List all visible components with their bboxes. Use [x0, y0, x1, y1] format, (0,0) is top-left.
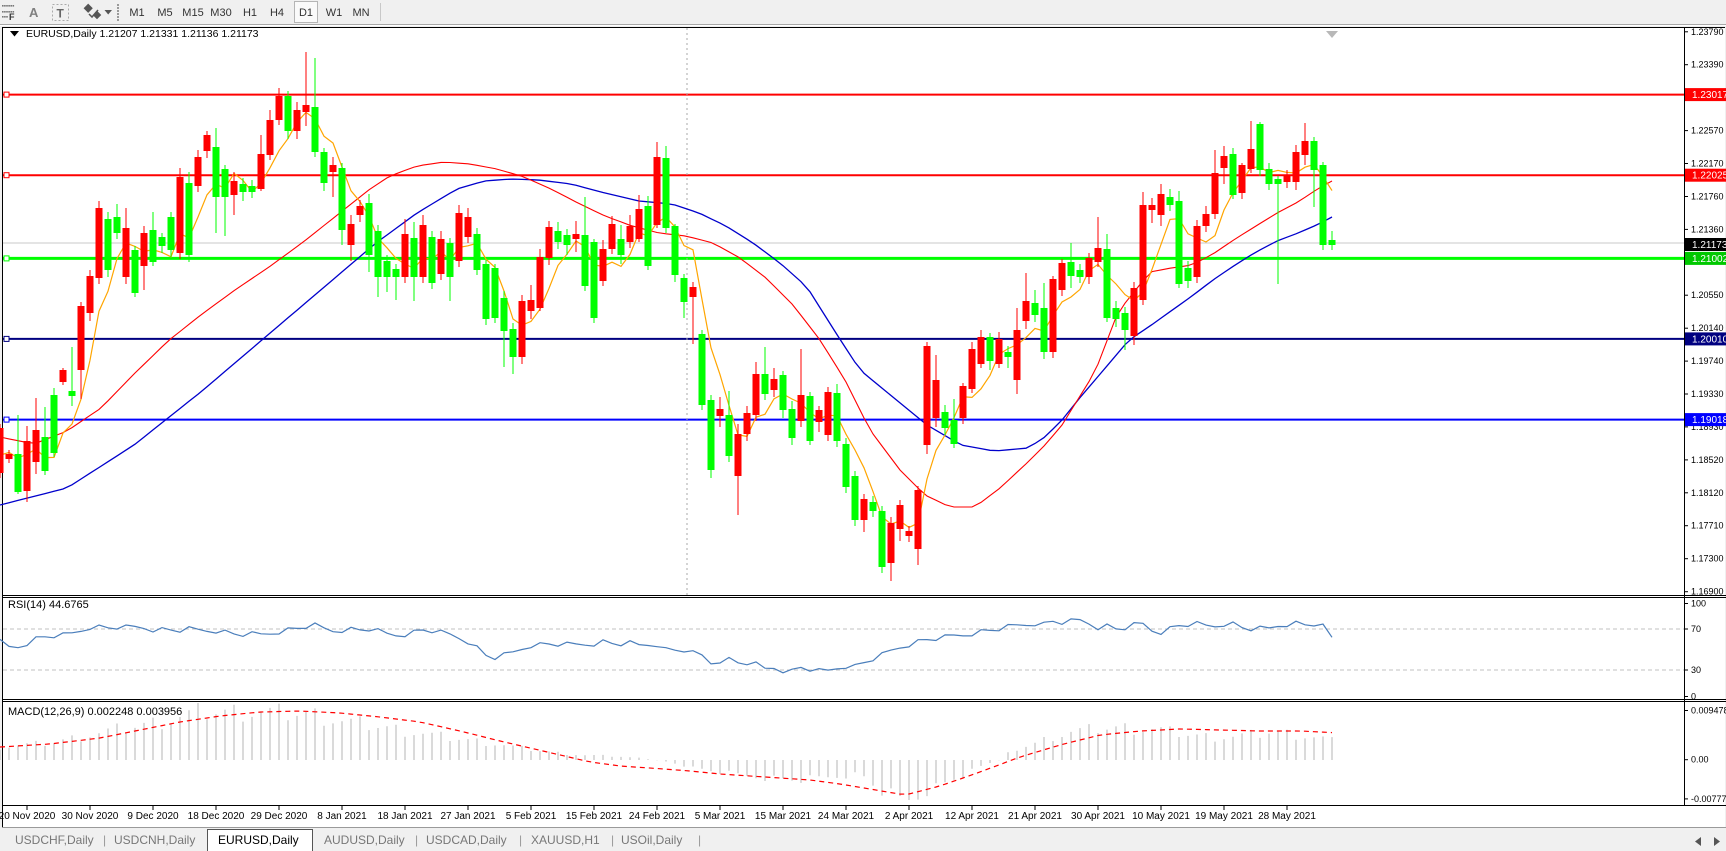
svg-text:1.22170: 1.22170 [1691, 159, 1724, 169]
svg-text:8 Jan 2021: 8 Jan 2021 [317, 811, 367, 822]
svg-text:USDCHF,Daily: USDCHF,Daily [15, 833, 94, 847]
svg-text:EURUSD,Daily: EURUSD,Daily [218, 833, 299, 847]
svg-text:9 Dec 2020: 9 Dec 2020 [127, 811, 179, 822]
svg-text:1.21360: 1.21360 [1691, 224, 1724, 234]
svg-text:1.22570: 1.22570 [1691, 126, 1724, 136]
svg-text:2 Apr 2021: 2 Apr 2021 [885, 811, 934, 822]
svg-text:24 Mar 2021: 24 Mar 2021 [818, 811, 875, 822]
svg-text:EURUSD,Daily 1.21207 1.21331: EURUSD,Daily 1.21207 1.21331 1.21136 1.2… [26, 28, 259, 40]
svg-text:10 May 2021: 10 May 2021 [1132, 811, 1190, 822]
svg-text:0: 0 [1691, 692, 1696, 702]
svg-text:RSI(14) 44.6765: RSI(14) 44.6765 [8, 599, 89, 611]
svg-text:1.23790: 1.23790 [1691, 27, 1724, 37]
svg-text:H4: H4 [270, 7, 284, 19]
svg-text:A: A [29, 5, 39, 20]
svg-text:15 Mar 2021: 15 Mar 2021 [755, 811, 812, 822]
svg-text:1.21760: 1.21760 [1691, 192, 1724, 202]
svg-text:AUDUSD,Daily: AUDUSD,Daily [324, 833, 405, 847]
svg-text:1.19740: 1.19740 [1691, 356, 1724, 366]
svg-text:|: | [103, 833, 106, 847]
svg-text:28 May 2021: 28 May 2021 [1258, 811, 1316, 822]
svg-text:1.20140: 1.20140 [1691, 323, 1724, 333]
svg-text:30 Apr 2021: 30 Apr 2021 [1071, 811, 1125, 822]
svg-text:1.16900: 1.16900 [1691, 587, 1724, 597]
svg-text:M5: M5 [157, 7, 172, 19]
svg-text:18 Jan 2021: 18 Jan 2021 [377, 811, 432, 822]
svg-text:1.20010: 1.20010 [1692, 334, 1726, 345]
svg-text:1.21173: 1.21173 [1692, 240, 1726, 251]
svg-text:M15: M15 [182, 7, 203, 19]
svg-text:USDCAD,Daily: USDCAD,Daily [426, 833, 507, 847]
svg-text:MN: MN [352, 7, 369, 19]
svg-text:F: F [9, 12, 15, 22]
svg-text:MACD(12,26,9) 0.002248 0.00395: MACD(12,26,9) 0.002248 0.003956 [8, 706, 182, 718]
svg-text:D1: D1 [299, 7, 313, 19]
svg-text:|: | [415, 833, 418, 847]
svg-text:W1: W1 [326, 7, 343, 19]
svg-text:18 Dec 2020: 18 Dec 2020 [188, 811, 245, 822]
svg-text:USOil,Daily: USOil,Daily [621, 833, 682, 847]
svg-text:USDCNH,Daily: USDCNH,Daily [114, 833, 195, 847]
svg-text:1.20550: 1.20550 [1691, 290, 1724, 300]
svg-text:0.009478: 0.009478 [1691, 706, 1726, 716]
svg-text:24 Feb 2021: 24 Feb 2021 [629, 811, 686, 822]
svg-text:T: T [57, 7, 65, 21]
svg-text:-0.007778: -0.007778 [1691, 794, 1726, 804]
svg-text:30: 30 [1691, 665, 1701, 675]
svg-text:|: | [698, 833, 701, 847]
svg-text:XAUUSD,H1: XAUUSD,H1 [531, 833, 600, 847]
svg-text:21 Apr 2021: 21 Apr 2021 [1008, 811, 1062, 822]
svg-text:0.00: 0.00 [1691, 755, 1709, 765]
svg-text:1.19018: 1.19018 [1692, 415, 1726, 426]
svg-text:20 Nov 2020: 20 Nov 2020 [0, 811, 56, 822]
svg-text:27 Jan 2021: 27 Jan 2021 [440, 811, 495, 822]
svg-text:1.17300: 1.17300 [1691, 554, 1724, 564]
svg-text:12 Apr 2021: 12 Apr 2021 [945, 811, 999, 822]
svg-text:70: 70 [1691, 624, 1701, 634]
svg-text:5 Feb 2021: 5 Feb 2021 [506, 811, 557, 822]
svg-text:1.18930: 1.18930 [1691, 422, 1724, 432]
svg-text:1.17710: 1.17710 [1691, 521, 1724, 531]
svg-text:1.18520: 1.18520 [1691, 455, 1724, 465]
svg-text:19 May 2021: 19 May 2021 [1195, 811, 1253, 822]
svg-text:1.21002: 1.21002 [1692, 254, 1726, 265]
svg-text:|: | [611, 833, 614, 847]
svg-text:5 Mar 2021: 5 Mar 2021 [695, 811, 746, 822]
svg-text:15 Feb 2021: 15 Feb 2021 [566, 811, 623, 822]
svg-text:1.18120: 1.18120 [1691, 488, 1724, 498]
svg-text:M30: M30 [210, 7, 231, 19]
svg-text:1.23017: 1.23017 [1692, 90, 1726, 101]
svg-text:H1: H1 [243, 7, 257, 19]
svg-text:1.23390: 1.23390 [1691, 60, 1724, 70]
svg-text:M1: M1 [129, 7, 144, 19]
svg-text:100: 100 [1691, 599, 1706, 609]
svg-text:29 Dec 2020: 29 Dec 2020 [251, 811, 308, 822]
svg-text:1.22025: 1.22025 [1692, 171, 1726, 182]
svg-text:30 Nov 2020: 30 Nov 2020 [62, 811, 119, 822]
svg-text:1.19330: 1.19330 [1691, 389, 1724, 399]
svg-text:|: | [519, 833, 522, 847]
